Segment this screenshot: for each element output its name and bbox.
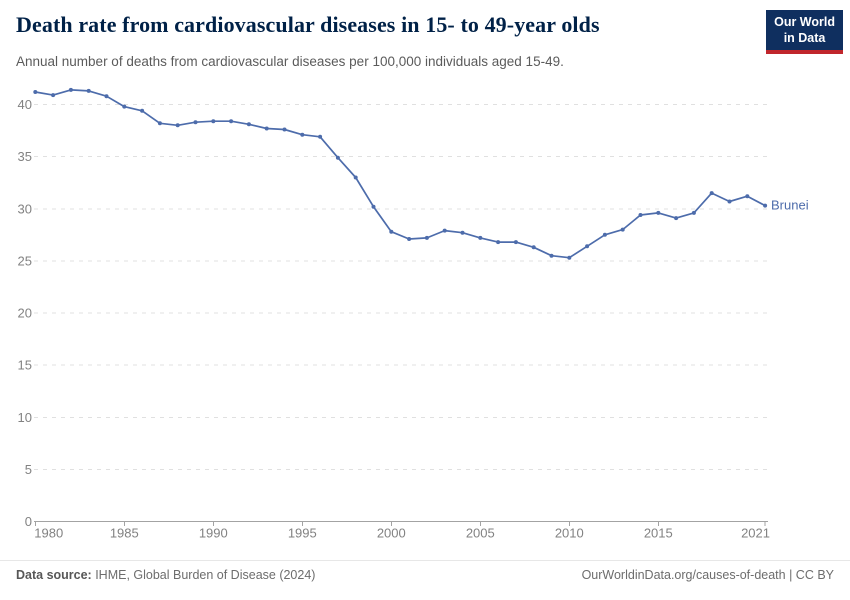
x-axis-tick-label: 1990 xyxy=(199,526,228,541)
x-axis-tick-label: 2005 xyxy=(466,526,495,541)
data-point[interactable] xyxy=(567,255,572,260)
y-axis-tick-label: 10 xyxy=(18,410,32,425)
y-axis-tick-label: 35 xyxy=(18,149,32,164)
data-point[interactable] xyxy=(549,253,554,258)
footer-link[interactable]: OurWorldinData.org/causes-of-death | CC … xyxy=(581,568,834,582)
chart-plot-area: 0 5 10 15 20 25 30 35 40 1980 1985 1990 1995 2000 2005… xyxy=(18,87,809,541)
data-point[interactable] xyxy=(442,228,447,233)
data-point[interactable] xyxy=(300,132,305,137)
data-point[interactable] xyxy=(33,90,38,94)
data-point[interactable] xyxy=(86,88,91,93)
data-point[interactable] xyxy=(585,244,590,249)
data-point[interactable] xyxy=(424,235,429,240)
data-point[interactable] xyxy=(264,126,269,131)
footer-divider xyxy=(0,560,850,561)
x-axis-tick-label: 2010 xyxy=(555,526,584,541)
data-point[interactable] xyxy=(371,204,376,209)
owid-logo[interactable]: Our World in Data xyxy=(766,10,843,54)
data-point[interactable] xyxy=(460,230,465,235)
data-point[interactable] xyxy=(140,108,145,113)
data-point[interactable] xyxy=(335,155,340,160)
data-point[interactable] xyxy=(727,199,732,204)
data-point[interactable] xyxy=(496,240,501,245)
x-axis-tick-label: 2000 xyxy=(377,526,406,541)
data-point[interactable] xyxy=(353,175,358,180)
data-source-value: IHME, Global Burden of Disease (2024) xyxy=(91,568,316,582)
y-axis-tick-label: 30 xyxy=(18,201,32,216)
y-axis-tick-label: 15 xyxy=(18,358,32,373)
data-point[interactable] xyxy=(674,216,679,221)
page-title: Death rate from cardiovascular diseases … xyxy=(16,12,600,37)
data-point[interactable] xyxy=(229,119,234,124)
data-point[interactable] xyxy=(407,237,412,241)
data-point[interactable] xyxy=(620,227,625,232)
x-axis-tick-label: 1985 xyxy=(110,526,139,541)
data-point[interactable] xyxy=(246,122,251,127)
y-axis-tick-label: 20 xyxy=(18,306,32,321)
x-axis-tick-label: 2015 xyxy=(644,526,673,541)
series-line-brunei[interactable] xyxy=(34,89,766,259)
data-point[interactable] xyxy=(157,121,162,126)
data-point[interactable] xyxy=(51,93,56,98)
owid-logo-line1: Our World xyxy=(774,15,835,29)
data-point[interactable] xyxy=(282,127,287,132)
data-point[interactable] xyxy=(193,120,198,125)
data-point[interactable] xyxy=(478,235,483,240)
data-point[interactable] xyxy=(691,210,696,215)
data-point[interactable] xyxy=(763,203,768,208)
data-point[interactable] xyxy=(122,104,127,109)
data-point[interactable] xyxy=(602,232,607,237)
data-point[interactable] xyxy=(531,245,536,250)
owid-logo-line2: in Data xyxy=(783,30,826,45)
data-point[interactable] xyxy=(211,119,216,124)
data-point[interactable] xyxy=(745,194,750,199)
entity-label-brunei[interactable]: Brunei xyxy=(771,198,809,213)
data-point[interactable] xyxy=(513,240,518,245)
y-axis-tick-label: 5 xyxy=(25,462,32,477)
data-point[interactable] xyxy=(104,94,109,99)
y-axis-tick-label: 40 xyxy=(18,97,32,112)
data-source: Data source: IHME, Global Burden of Dise… xyxy=(16,568,315,582)
y-axis-tick-label: 0 xyxy=(25,514,32,529)
data-point[interactable] xyxy=(656,210,661,215)
x-axis-tick-label: 2021 xyxy=(741,526,770,541)
data-point[interactable] xyxy=(318,134,323,139)
x-axis-tick-label: 1980 xyxy=(34,526,63,541)
data-point[interactable] xyxy=(638,213,643,217)
x-axis-tick-label: 1995 xyxy=(288,526,317,541)
data-point[interactable] xyxy=(68,87,73,92)
data-source-label: Data source: xyxy=(16,568,92,582)
data-point[interactable] xyxy=(389,229,394,234)
y-axis-tick-label: 25 xyxy=(18,253,32,268)
chart-subtitle: Annual number of deaths from cardiovascu… xyxy=(16,54,564,69)
data-point[interactable] xyxy=(175,123,180,128)
data-point[interactable] xyxy=(709,191,714,196)
